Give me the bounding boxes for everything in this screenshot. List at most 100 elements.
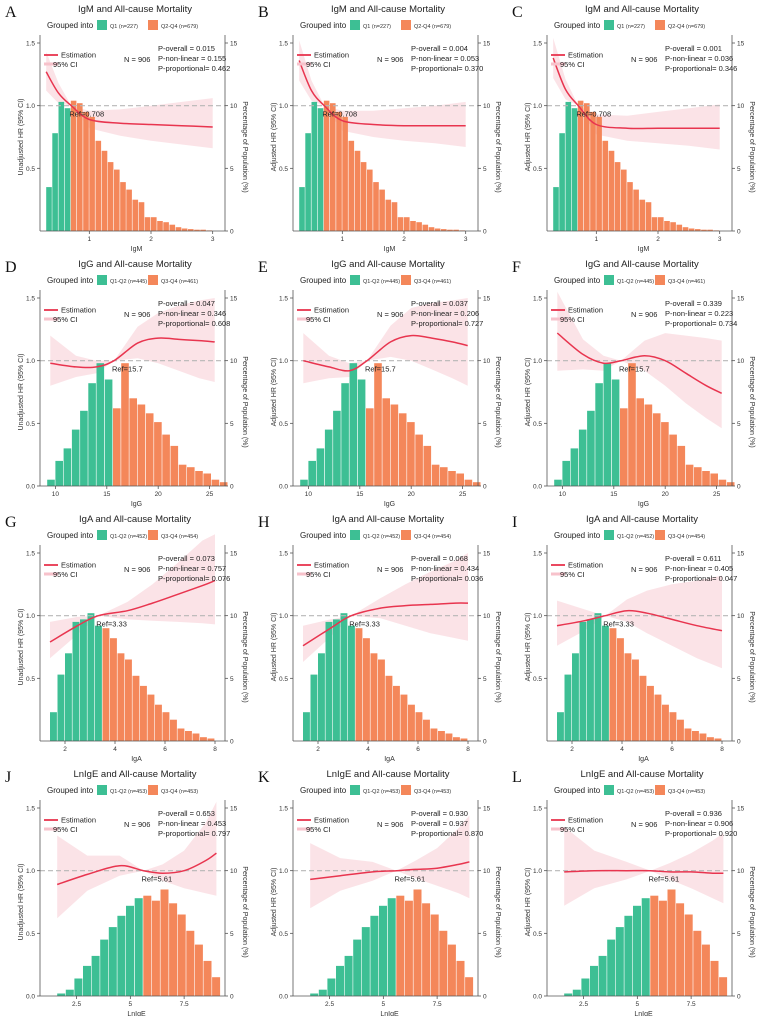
left-tick-label: 1.0 [26, 358, 35, 365]
p-value-2: P-proportional= 0.797 [158, 829, 230, 838]
legend-title: Grouped into [300, 531, 347, 540]
left-tick-label: 1.0 [533, 358, 542, 365]
histogram-bar [438, 731, 445, 741]
estimation-legend-label: Estimation [568, 51, 603, 60]
histogram-bar [379, 905, 387, 996]
histogram-bar [617, 638, 624, 741]
right-tick-label: 15 [483, 551, 491, 558]
histogram-bar [185, 731, 192, 741]
histogram-bar [710, 473, 718, 486]
histogram-bar [378, 659, 385, 741]
ci-legend-label: 95% CI [306, 315, 331, 324]
y-axis-label: Adjusted HR (95% CI) [271, 613, 278, 682]
right-tick-label: 0 [483, 484, 487, 491]
right-tick-label: 15 [483, 296, 491, 303]
histogram-bar [465, 977, 474, 996]
estimation-curve [298, 60, 466, 127]
p-value-2: P-proportional= 0.870 [411, 829, 483, 838]
right-tick-label: 0 [230, 229, 234, 236]
right-tick-label: 5 [230, 931, 234, 938]
histogram-bar [342, 116, 348, 231]
left-tick-label: 1.5 [533, 296, 542, 303]
histogram-bar [688, 228, 695, 231]
p-value-2: P-proportional= 0.047 [665, 574, 737, 583]
panel-letter: C [512, 4, 523, 21]
histogram-bar [330, 103, 336, 231]
x-tick-label: 15 [103, 491, 111, 498]
legend-label-low: Q1-Q2 (n=445) [110, 279, 147, 285]
right-tick-label: 10 [737, 868, 745, 875]
histogram-bar [194, 229, 200, 231]
histogram-bar [300, 479, 308, 486]
histogram-bar [177, 728, 185, 741]
x-tick-label: 2 [570, 746, 574, 753]
x-tick-label: 20 [155, 491, 163, 498]
histogram-bar [633, 905, 641, 996]
legend-swatch-low [350, 530, 360, 540]
p-value-1: P-non-linear = 0.206 [411, 309, 479, 318]
histogram-bar [581, 978, 590, 996]
legend-title: Grouped into [47, 786, 94, 795]
histogram-bar [639, 199, 646, 231]
left-tick-label: 0.5 [279, 931, 288, 938]
right-tick-label: 5 [230, 676, 234, 683]
histogram-bar [603, 363, 612, 486]
x-tick-label: 2 [63, 746, 67, 753]
p-value-2: P-proportional= 0.076 [158, 574, 230, 583]
histogram-bar [628, 363, 636, 486]
histogram-bar [587, 619, 594, 741]
histogram-bar [571, 108, 578, 231]
histogram-bar [553, 187, 559, 231]
histogram-bar [162, 434, 170, 486]
panel-letter: E [258, 259, 268, 276]
right-tick-label: 5 [483, 166, 487, 173]
right-tick-label: 15 [230, 806, 238, 813]
ref-label: Ref=5.61 [141, 875, 172, 884]
histogram-bar [584, 103, 590, 231]
left-tick-label: 0.5 [279, 421, 288, 428]
legend-title: Grouped into [47, 21, 94, 30]
legend-label-low: Q1 (n=227) [110, 24, 138, 30]
histogram-bar [113, 408, 121, 486]
histogram-bar [340, 613, 348, 741]
panel-title: IgA and All-cause Mortality [332, 514, 444, 525]
histogram-bar [108, 927, 117, 996]
histogram-bar [662, 704, 669, 741]
x-axis-label: IgM [131, 246, 143, 253]
histogram-bar [695, 229, 701, 231]
histogram-bar [361, 927, 370, 996]
y-axis-label: Adjusted HR (95% CI) [271, 103, 278, 172]
p-value-1: P-non-linear = 0.405 [665, 564, 733, 573]
histogram-bar [46, 187, 52, 231]
histogram-bar [324, 429, 333, 486]
right-tick-label: 15 [230, 41, 238, 48]
histogram-bar [357, 379, 366, 486]
x-tick-label: 3 [464, 236, 468, 243]
histogram-bar [651, 217, 658, 231]
histogram-bar [602, 625, 609, 741]
left-tick-label: 0.5 [26, 676, 35, 683]
legend-label-low: Q1 (n=227) [363, 24, 391, 30]
histogram-bar [305, 133, 311, 231]
histogram-bar [354, 150, 361, 231]
ci-legend-label: 95% CI [53, 315, 78, 324]
ref-label: Ref=15.7 [365, 365, 396, 374]
sample-size: N = 906 [631, 565, 657, 574]
histogram-bar [624, 653, 632, 741]
histogram-bar [398, 413, 407, 486]
right-axis-label: Percentage of Population (%) [241, 866, 248, 957]
histogram-bar [428, 227, 435, 231]
right-axis-label: Percentage of Population (%) [494, 866, 501, 957]
histogram-bar [120, 182, 126, 231]
x-tick-label: 2.5 [325, 1001, 334, 1008]
left-tick-label: 1.5 [279, 806, 288, 813]
histogram-bar [117, 915, 126, 996]
legend-label-high: Q2-Q4 (n=679) [668, 24, 705, 30]
ci-legend-label: 95% CI [560, 570, 585, 579]
x-axis-label: IgA [638, 756, 649, 763]
x-tick-label: 2.5 [579, 1001, 588, 1008]
right-axis-label: Percentage of Population (%) [748, 101, 755, 192]
x-axis-label: IgA [384, 756, 395, 763]
x-axis-label: IgG [384, 501, 395, 508]
histogram-bar [685, 464, 694, 486]
